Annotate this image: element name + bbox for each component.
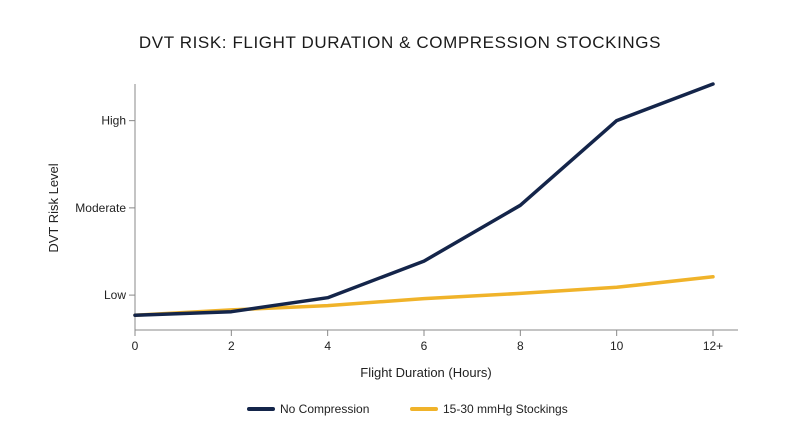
legend: No Compression 15-30 mmHg Stockings [247,402,568,416]
legend-label: 15-30 mmHg Stockings [443,402,568,416]
y-axis-label: DVT Risk Level [46,163,61,252]
x-ticks: 0 2 4 6 8 10 12+ [132,330,723,353]
plot-area: 0 2 4 6 8 10 12+ Low Moderate High [75,82,738,353]
series-lines [133,82,715,317]
x-tick-label: 12+ [703,339,723,353]
y-ticks: Low Moderate High [75,114,135,302]
legend-label: No Compression [280,402,369,416]
x-tick-label: 10 [610,339,624,353]
y-tick-label: Moderate [75,201,126,215]
x-tick-label: 0 [132,339,139,353]
x-tick-label: 8 [517,339,524,353]
series-line-stockings [133,275,715,317]
chart-title: DVT RISK: FLIGHT DURATION & COMPRESSION … [139,33,661,52]
series-line-no-compression [133,82,715,317]
x-tick-label: 6 [421,339,428,353]
x-tick-label: 4 [324,339,331,353]
x-tick-label: 2 [228,339,235,353]
y-tick-label: Low [104,288,126,302]
y-tick-label: High [101,114,126,128]
x-axis-label: Flight Duration (Hours) [360,365,492,380]
